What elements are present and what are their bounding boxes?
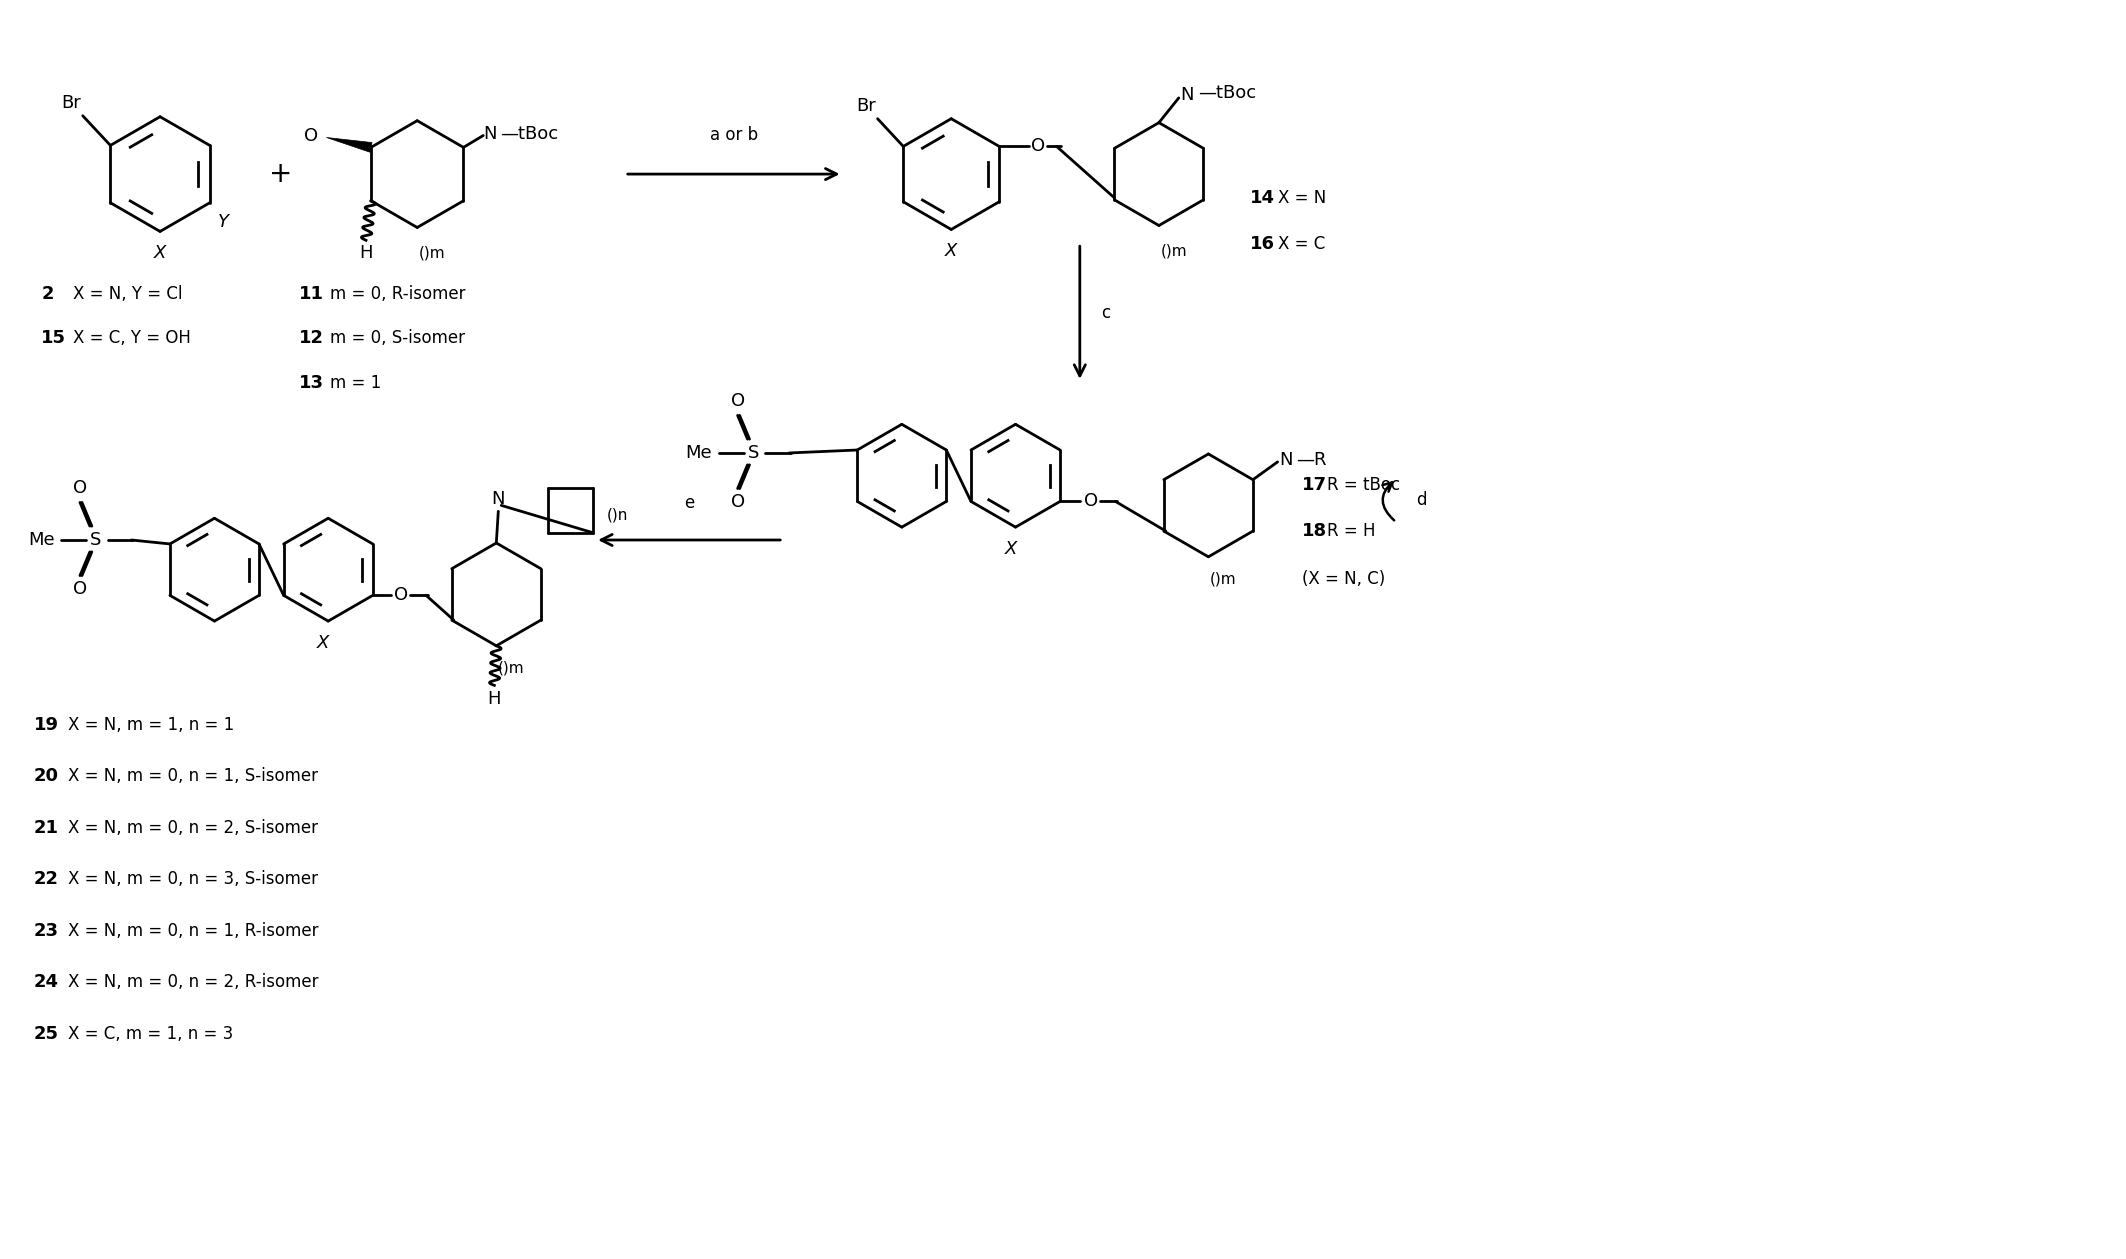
Text: ()n: ()n [608, 507, 629, 522]
Text: N: N [1280, 451, 1293, 468]
Text: ()m: ()m [1161, 243, 1186, 258]
Text: O: O [395, 587, 408, 604]
Text: X = N, m = 0, n = 1, S-isomer: X = N, m = 0, n = 1, S-isomer [68, 768, 319, 786]
Text: —R: —R [1297, 451, 1327, 468]
Text: e: e [685, 495, 695, 512]
Text: 13: 13 [298, 374, 323, 392]
Text: X = N, Y = Cl: X = N, Y = Cl [72, 285, 183, 303]
Text: d: d [1416, 491, 1427, 510]
Text: O: O [72, 480, 87, 497]
Text: 21: 21 [34, 818, 60, 837]
Text: O: O [304, 126, 319, 145]
Text: 25: 25 [34, 1025, 60, 1042]
Text: O: O [1031, 137, 1046, 155]
Text: X: X [317, 635, 330, 652]
Text: X = N: X = N [1278, 189, 1327, 206]
Text: 22: 22 [34, 870, 60, 889]
Text: O: O [1084, 492, 1097, 510]
Text: N: N [483, 125, 497, 142]
Text: 11: 11 [298, 285, 323, 303]
Text: Br: Br [62, 93, 81, 112]
Text: Me: Me [28, 531, 55, 549]
Text: Y: Y [217, 213, 230, 230]
Text: 2: 2 [40, 285, 53, 303]
Text: 17: 17 [1303, 476, 1327, 494]
Text: H: H [359, 244, 372, 262]
Text: X = C: X = C [1278, 235, 1324, 253]
Text: X = N, m = 0, n = 1, R-isomer: X = N, m = 0, n = 1, R-isomer [68, 922, 319, 939]
Text: N: N [1180, 86, 1195, 104]
Text: X = C, Y = OH: X = C, Y = OH [72, 330, 191, 347]
Text: Br: Br [857, 97, 876, 115]
Text: 23: 23 [34, 922, 60, 939]
Text: (X = N, C): (X = N, C) [1303, 569, 1386, 588]
Text: O: O [72, 579, 87, 598]
Text: X = N, m = 0, n = 2, S-isomer: X = N, m = 0, n = 2, S-isomer [68, 818, 319, 837]
Text: 19: 19 [34, 716, 60, 734]
Text: X: X [153, 244, 166, 262]
Text: ()m: ()m [1210, 572, 1237, 587]
Text: 12: 12 [298, 330, 323, 347]
Polygon shape [327, 137, 372, 152]
Text: O: O [731, 492, 744, 511]
Text: R = tBoc: R = tBoc [1327, 476, 1401, 494]
Text: Me: Me [687, 444, 712, 462]
Text: N: N [491, 490, 506, 509]
Text: X: X [946, 242, 957, 261]
Text: H: H [487, 690, 502, 709]
Text: m = 1: m = 1 [330, 374, 381, 392]
Text: O: O [731, 393, 744, 410]
Text: X = N, m = 0, n = 2, R-isomer: X = N, m = 0, n = 2, R-isomer [68, 973, 319, 991]
Text: 16: 16 [1250, 235, 1276, 253]
Text: S: S [748, 444, 759, 462]
Text: m = 0, R-isomer: m = 0, R-isomer [330, 285, 466, 303]
Text: ()m: ()m [419, 246, 444, 261]
Text: X = C, m = 1, n = 3: X = C, m = 1, n = 3 [68, 1025, 234, 1042]
Text: X = N, m = 0, n = 3, S-isomer: X = N, m = 0, n = 3, S-isomer [68, 870, 319, 889]
Text: X: X [1003, 540, 1016, 558]
Text: 15: 15 [40, 330, 66, 347]
Text: +: + [270, 160, 293, 188]
Text: S: S [89, 531, 102, 549]
Text: 20: 20 [34, 768, 60, 786]
Text: 18: 18 [1303, 522, 1327, 540]
FancyArrowPatch shape [1382, 482, 1395, 520]
Text: —tBoc: —tBoc [500, 125, 559, 142]
Text: R = H: R = H [1327, 522, 1376, 540]
Text: m = 0, S-isomer: m = 0, S-isomer [330, 330, 466, 347]
Text: X = N, m = 1, n = 1: X = N, m = 1, n = 1 [68, 716, 234, 734]
Text: —tBoc: —tBoc [1199, 84, 1256, 102]
Text: ()m: ()m [497, 661, 525, 676]
Text: 14: 14 [1250, 189, 1276, 206]
Text: c: c [1101, 303, 1110, 321]
Text: 24: 24 [34, 973, 60, 991]
Text: a or b: a or b [710, 126, 757, 145]
